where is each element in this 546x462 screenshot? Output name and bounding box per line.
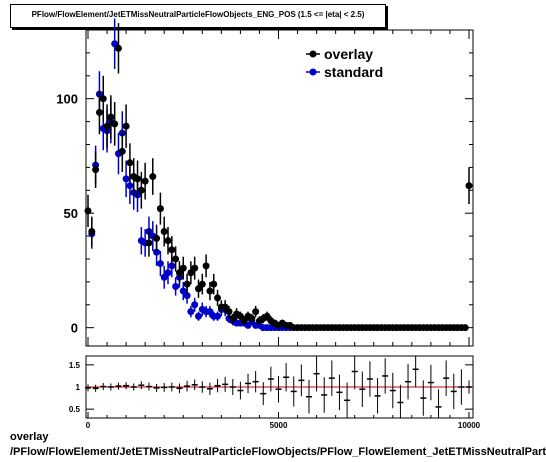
overlay-point	[191, 264, 199, 272]
overlay-point	[84, 207, 92, 215]
chart-title: PFlow/FlowElement/JetETMissNeutralPartic…	[31, 10, 365, 19]
overlay-point	[164, 237, 172, 245]
ratio-points	[85, 356, 472, 418]
legend: overlay standard	[306, 46, 383, 80]
overlay-point	[240, 317, 248, 325]
overlay-point	[175, 269, 183, 277]
standard-point	[168, 262, 176, 270]
standard-point	[206, 308, 214, 316]
standard-point	[172, 282, 180, 290]
standard-point	[164, 269, 172, 277]
standard-point	[187, 308, 195, 316]
overlay-point	[214, 294, 222, 302]
standard-point	[160, 273, 168, 281]
overlay-point	[465, 182, 473, 190]
tick-labels: 0 50 100 0.5 1 1.5 0 5000 10000	[56, 92, 480, 430]
standard-point	[122, 175, 130, 183]
chart-title-box: PFlow/FlowElement/JetETMissNeutralPartic…	[10, 4, 386, 28]
standard-point	[126, 182, 134, 190]
legend-label-overlay: overlay	[324, 46, 373, 62]
overlay-point	[95, 108, 103, 116]
overlay-point	[252, 308, 260, 316]
overlay-point	[198, 280, 206, 288]
overlay-point	[160, 228, 168, 236]
standard-point	[191, 301, 199, 309]
overlay-point	[134, 175, 142, 183]
overlay-point	[107, 113, 115, 121]
overlay-point	[156, 205, 164, 213]
series-overlay	[84, 23, 473, 332]
main-axis-ticks	[86, 30, 473, 418]
overlay-point	[168, 246, 176, 254]
overlay-point	[103, 122, 111, 130]
overlay-point	[461, 324, 469, 332]
x-tick-label: 0	[86, 421, 91, 430]
overlay-point	[221, 303, 229, 311]
overlay-point	[187, 269, 195, 277]
overlay-point	[206, 287, 214, 295]
ratio-y-tick-label: 1	[76, 383, 81, 392]
overlay-point	[88, 228, 96, 236]
overlay-point	[145, 239, 153, 247]
y-tick-label: 100	[56, 92, 78, 107]
overlay-point	[248, 315, 256, 323]
overlay-point	[194, 285, 202, 293]
overlay-point	[126, 159, 134, 167]
legend-marker-standard	[309, 68, 317, 76]
overlay-point	[183, 280, 191, 288]
overlay-point	[141, 177, 149, 185]
standard-point	[194, 312, 202, 320]
overlay-point	[149, 173, 157, 181]
overlay-point	[92, 166, 100, 174]
y-tick-label: 50	[64, 206, 78, 221]
main-plot-frame	[85, 29, 474, 347]
overlay-point	[202, 262, 210, 270]
y-tick-label: 0	[71, 321, 78, 336]
standard-point	[179, 287, 187, 295]
footer-path: /PFlow/FlowElement/JetETMissNeutralParti…	[10, 446, 546, 458]
standard-point	[183, 292, 191, 300]
overlay-point	[229, 315, 237, 323]
ratio-y-tick-label: 0.5	[69, 405, 81, 414]
overlay-point	[225, 308, 233, 316]
legend-label-standard: standard	[324, 64, 383, 80]
standard-point	[214, 312, 222, 320]
overlay-point	[263, 312, 271, 320]
legend-marker-overlay	[309, 50, 317, 58]
overlay-point	[153, 234, 161, 242]
standard-point	[244, 321, 252, 329]
overlay-point	[137, 186, 145, 194]
footer-label: overlay	[10, 431, 49, 443]
overlay-point	[122, 122, 130, 130]
overlay-point	[210, 280, 218, 288]
x-tick-label: 10000	[458, 421, 481, 430]
standard-point	[156, 260, 164, 268]
overlay-point	[179, 264, 187, 272]
chart-canvas: overlay standard 0 50 100 0.5 1 1.5 0 5000 10000	[56, 18, 481, 430]
overlay-point	[111, 120, 119, 128]
overlay-point	[236, 312, 244, 320]
overlay-point	[114, 44, 122, 52]
ratio-y-tick-label: 1.5	[69, 361, 81, 370]
overlay-point	[118, 147, 126, 155]
overlay-point	[172, 255, 180, 263]
x-tick-label: 5000	[270, 421, 288, 430]
standard-point	[111, 40, 119, 48]
overlay-point	[99, 95, 107, 103]
